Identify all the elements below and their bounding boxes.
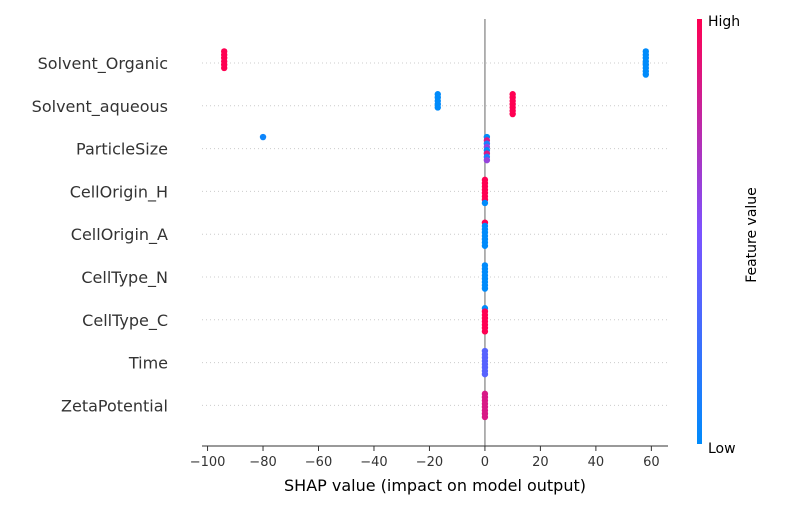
feature-label: ParticleSize — [76, 140, 168, 159]
x-tick-label: −40 — [360, 455, 387, 470]
x-tick-label: −20 — [416, 455, 443, 470]
x-tick-label: −60 — [305, 455, 332, 470]
x-tick-label: −100 — [190, 455, 226, 470]
shap-point — [509, 110, 516, 118]
shap-point — [434, 104, 441, 111]
shap-point — [481, 285, 489, 292]
shap-point — [220, 64, 228, 72]
feature-label: Solvent_Organic — [38, 54, 168, 74]
x-tick-label: 60 — [643, 455, 660, 470]
shap-point — [481, 370, 489, 378]
x-tick-label: 20 — [532, 455, 549, 470]
x-tick-label: −80 — [249, 455, 276, 470]
shap-point — [481, 242, 489, 249]
shap-points — [220, 48, 650, 421]
feature-label: CellType_C — [82, 311, 168, 331]
feature-label: CellOrigin_H — [70, 182, 168, 202]
feature-label: Solvent_aqueous — [32, 97, 168, 117]
x-axis: −100 −80 −60 −40 −20 0 20 40 60 — [190, 445, 668, 470]
x-tick-label: 40 — [588, 455, 605, 470]
feature-label: ZetaPotential — [61, 396, 168, 415]
shap-point — [483, 156, 491, 164]
feature-labels: Solvent_Organic Solvent_aqueous ParticleSi… — [32, 54, 168, 415]
feature-label: Time — [128, 354, 168, 373]
shap-point — [481, 199, 489, 207]
shap-point — [481, 413, 489, 421]
row-gridlines — [202, 62, 668, 406]
feature-label: CellType_N — [81, 268, 168, 288]
colorbar-high-label: High — [708, 14, 740, 30]
shap-point — [481, 328, 489, 335]
shap-point — [642, 71, 650, 78]
colorbar-low-label: Low — [708, 441, 736, 457]
shap-point — [259, 133, 267, 141]
feature-label: CellOrigin_A — [71, 225, 168, 245]
colorbar-title: Feature value — [744, 187, 760, 283]
x-tick-label: 0 — [481, 455, 489, 470]
colorbar: High Low Feature value — [697, 14, 760, 457]
colorbar-gradient — [697, 19, 702, 444]
x-axis-title: SHAP value (impact on model output) — [284, 476, 586, 495]
